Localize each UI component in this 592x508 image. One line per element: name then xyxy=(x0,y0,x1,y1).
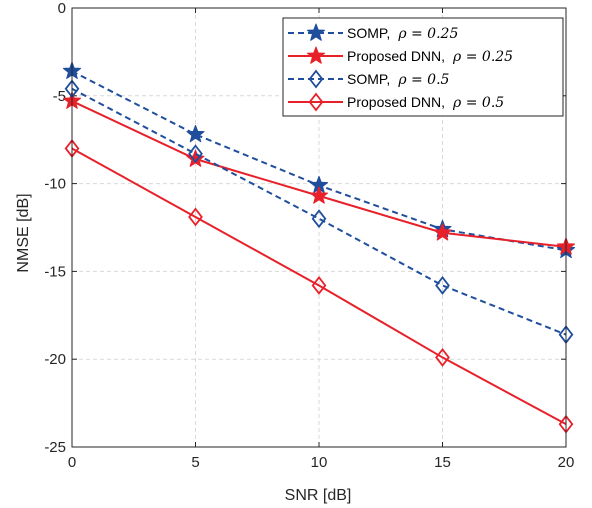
data-point xyxy=(309,186,329,204)
y-tick-label: 0 xyxy=(58,0,66,17)
y-tick-label: -5 xyxy=(53,88,66,105)
legend-item: SOMP, ρ = 0.5 xyxy=(288,69,450,89)
series-line xyxy=(71,87,567,336)
y-tick-label: -10 xyxy=(44,176,66,193)
data-point xyxy=(311,209,327,229)
series-line xyxy=(71,147,567,426)
legend-item: Proposed DNN, ρ = 0.5 xyxy=(288,92,504,112)
legend-marker xyxy=(306,46,326,64)
legend-rho-label: ρ = 0.5 xyxy=(452,95,504,111)
data-point xyxy=(435,347,450,367)
x-axis-label: SNR [dB] xyxy=(285,487,352,504)
data-point xyxy=(311,275,327,295)
legend-series-name: SOMP, xyxy=(347,25,390,41)
legend-rho-label: ρ = 0.25 xyxy=(452,49,513,65)
x-tick-label: 0 xyxy=(68,454,76,471)
data-point xyxy=(435,275,450,295)
data-point xyxy=(433,223,452,241)
legend-marker xyxy=(308,69,324,89)
legend-label: Proposed DNN, ρ = 0.5 xyxy=(347,94,504,111)
y-axis-label: NMSE [dB] xyxy=(15,193,32,272)
legend-marker xyxy=(306,23,326,41)
legend-marker xyxy=(308,92,324,112)
x-tick-label: 10 xyxy=(311,454,328,471)
legend-item: SOMP, ρ = 0.25 xyxy=(288,23,458,42)
x-tick-label: 20 xyxy=(558,454,575,471)
legend-series-name: Proposed DNN, xyxy=(347,48,445,64)
data-point xyxy=(188,207,203,227)
legend-rho-label: ρ = 0.5 xyxy=(397,72,449,88)
x-tick-label: 5 xyxy=(191,454,199,471)
tick-labels: 0 5 10 15 20 0 -5 -10 -15 -20 -25 xyxy=(44,0,574,471)
data-point xyxy=(188,144,203,164)
legend: SOMP, ρ = 0.25 Proposed DNN, ρ = 0.25 SOMP, ρ… xyxy=(282,17,564,117)
x-tick-label: 15 xyxy=(434,454,451,471)
legend-item: Proposed DNN, ρ = 0.25 xyxy=(288,46,513,65)
y-tick-label: -25 xyxy=(44,439,66,456)
legend-series-name: Proposed DNN, xyxy=(347,94,445,110)
y-tick-label: -20 xyxy=(44,351,66,368)
legend-rho-label: ρ = 0.25 xyxy=(397,26,458,42)
legend-label: SOMP, ρ = 0.5 xyxy=(347,71,450,88)
legend-label: Proposed DNN, ρ = 0.25 xyxy=(347,48,513,65)
plot-frame xyxy=(71,7,567,448)
legend-label: SOMP, ρ = 0.25 xyxy=(347,25,458,42)
y-tick-label: -15 xyxy=(44,263,66,280)
data-point xyxy=(186,124,205,143)
legend-series-name: SOMP, xyxy=(347,71,390,87)
legend-box xyxy=(282,17,564,117)
